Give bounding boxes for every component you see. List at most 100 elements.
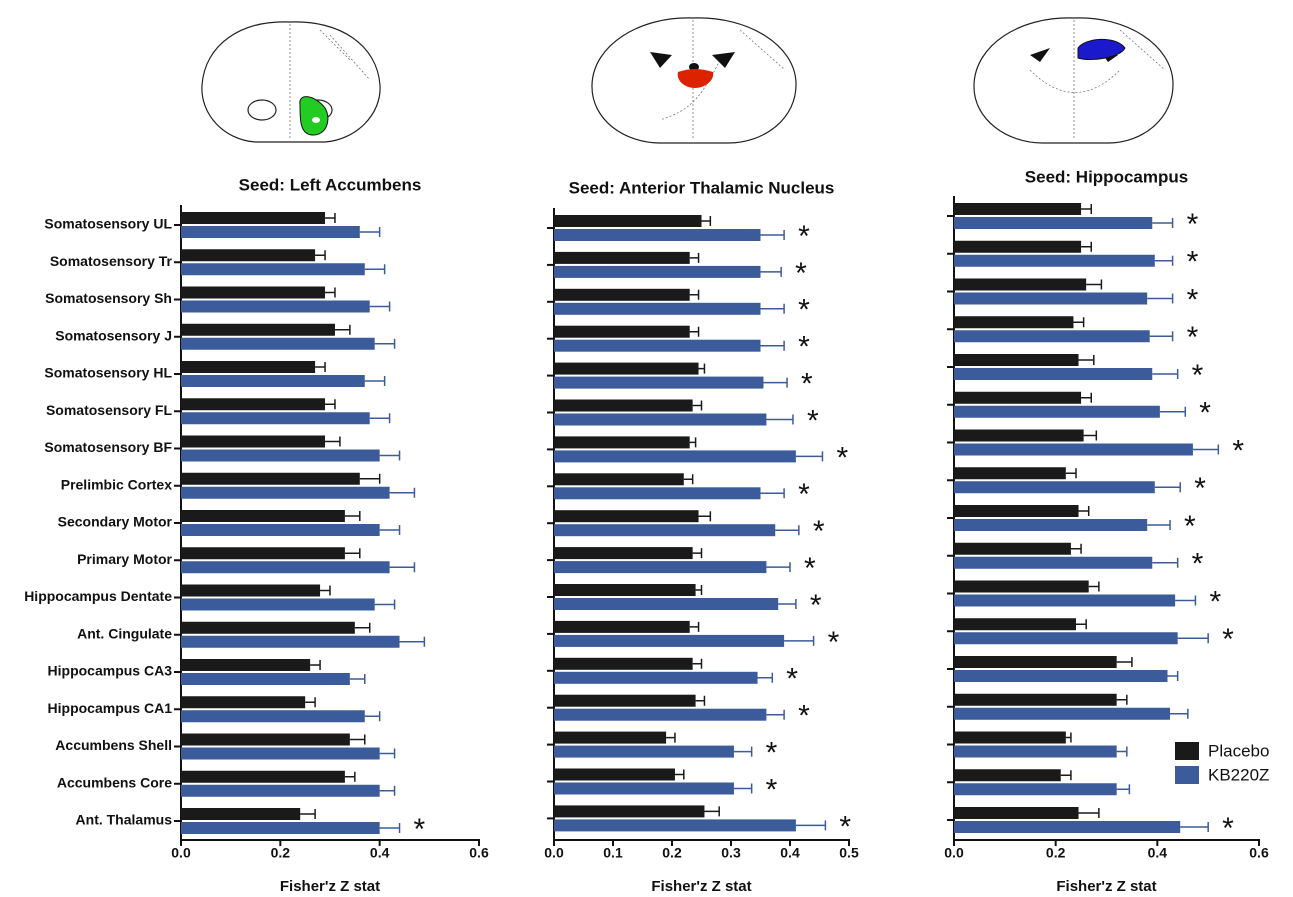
bar [181,547,345,559]
error-bar [702,216,711,226]
error-bar [390,488,415,498]
bar [954,241,1081,253]
x-tick-label: 0.5 [839,845,859,861]
bar [954,255,1155,267]
error-bar [766,415,793,425]
error-bar [1155,256,1173,266]
bar [554,547,693,559]
error-bar [320,586,330,596]
bar [554,487,761,499]
bar [181,696,305,708]
error-bar [1089,582,1099,592]
x-tick-label: 0.0 [171,845,191,861]
bar [554,805,704,817]
bar [554,473,684,485]
bar [954,708,1170,720]
error-bar [1066,733,1071,743]
bar [181,561,390,573]
bar [954,821,1180,833]
bar [554,340,761,352]
chart-title: Seed: Anterior Thalamic Nucleus [569,178,835,197]
x-tick-label: 0.6 [1249,845,1269,861]
significance-marker: * [1194,472,1206,505]
error-bar [300,809,315,819]
bar [954,354,1079,366]
error-bar [1079,355,1094,365]
error-bar [1081,204,1091,214]
error-bar [761,488,785,498]
category-label: Primary Motor [77,551,172,567]
bar [954,430,1084,442]
bar [181,287,325,299]
bar [181,249,315,261]
bar [554,695,696,707]
category-label: Secondary Motor [58,514,173,530]
error-bar [325,288,335,298]
x-tick-label: 0.6 [469,845,489,861]
significance-marker: * [1187,283,1199,316]
bar [181,636,400,648]
bar [181,375,365,387]
error-bar [796,820,826,830]
significance-marker: * [766,737,778,770]
category-label: Prelimbic Cortex [61,476,172,492]
error-bar [1117,695,1127,705]
bar [554,783,734,795]
significance-marker: * [1222,812,1234,845]
error-bar [335,325,350,335]
bar [181,748,380,760]
error-bar [315,250,325,260]
significance-marker: * [1187,321,1199,354]
error-bar [778,599,796,609]
significance-marker: * [1192,548,1204,581]
error-bar [370,302,390,312]
error-bar [365,264,385,274]
error-bar [1117,747,1127,757]
significance-marker: * [807,404,819,437]
bar [554,252,690,264]
bar [954,581,1089,593]
significance-marker: * [798,294,810,327]
bar [954,769,1061,781]
bar [554,598,778,610]
brain-atlas-middle [592,18,796,143]
error-bar [766,710,784,720]
error-bar [761,341,785,351]
category-label: Ant. Cingulate [77,625,172,641]
error-bar [1117,657,1132,667]
bar [554,672,758,684]
bar [554,769,675,781]
bar [554,289,690,301]
bar [554,414,766,426]
error-bar [1178,633,1209,643]
bar [181,338,375,350]
category-label: Somatosensory Tr [50,253,173,269]
x-tick-label: 0.0 [944,845,964,861]
error-bar [1079,506,1089,516]
bar [181,510,345,522]
error-bar [675,770,684,780]
bar [181,808,300,820]
bar [954,595,1175,607]
legend-swatch [1175,766,1199,784]
bar [954,632,1178,644]
x-tick-label: 0.1 [603,845,623,861]
x-tick-label: 0.4 [780,845,800,861]
significance-marker: * [786,663,798,696]
bar [181,599,375,611]
error-bar [734,747,752,757]
legend-label: KB220Z [1208,765,1269,784]
brain-atlas-left [202,22,380,142]
x-tick-label: 0.4 [370,845,390,861]
chart-title: Seed: Hippocampus [1025,167,1188,186]
figure: Seed: Left AccumbensFisher'z Z stat0.00.… [0,0,1293,897]
bar [554,215,702,227]
error-bar [784,636,814,646]
x-axis-label: Fisher'z Z stat [1056,878,1156,895]
error-bar [1152,558,1177,568]
bar [554,326,690,338]
error-bar [380,451,400,461]
error-bar [1117,784,1130,794]
significance-marker: * [1184,510,1196,543]
error-bar [734,784,752,794]
